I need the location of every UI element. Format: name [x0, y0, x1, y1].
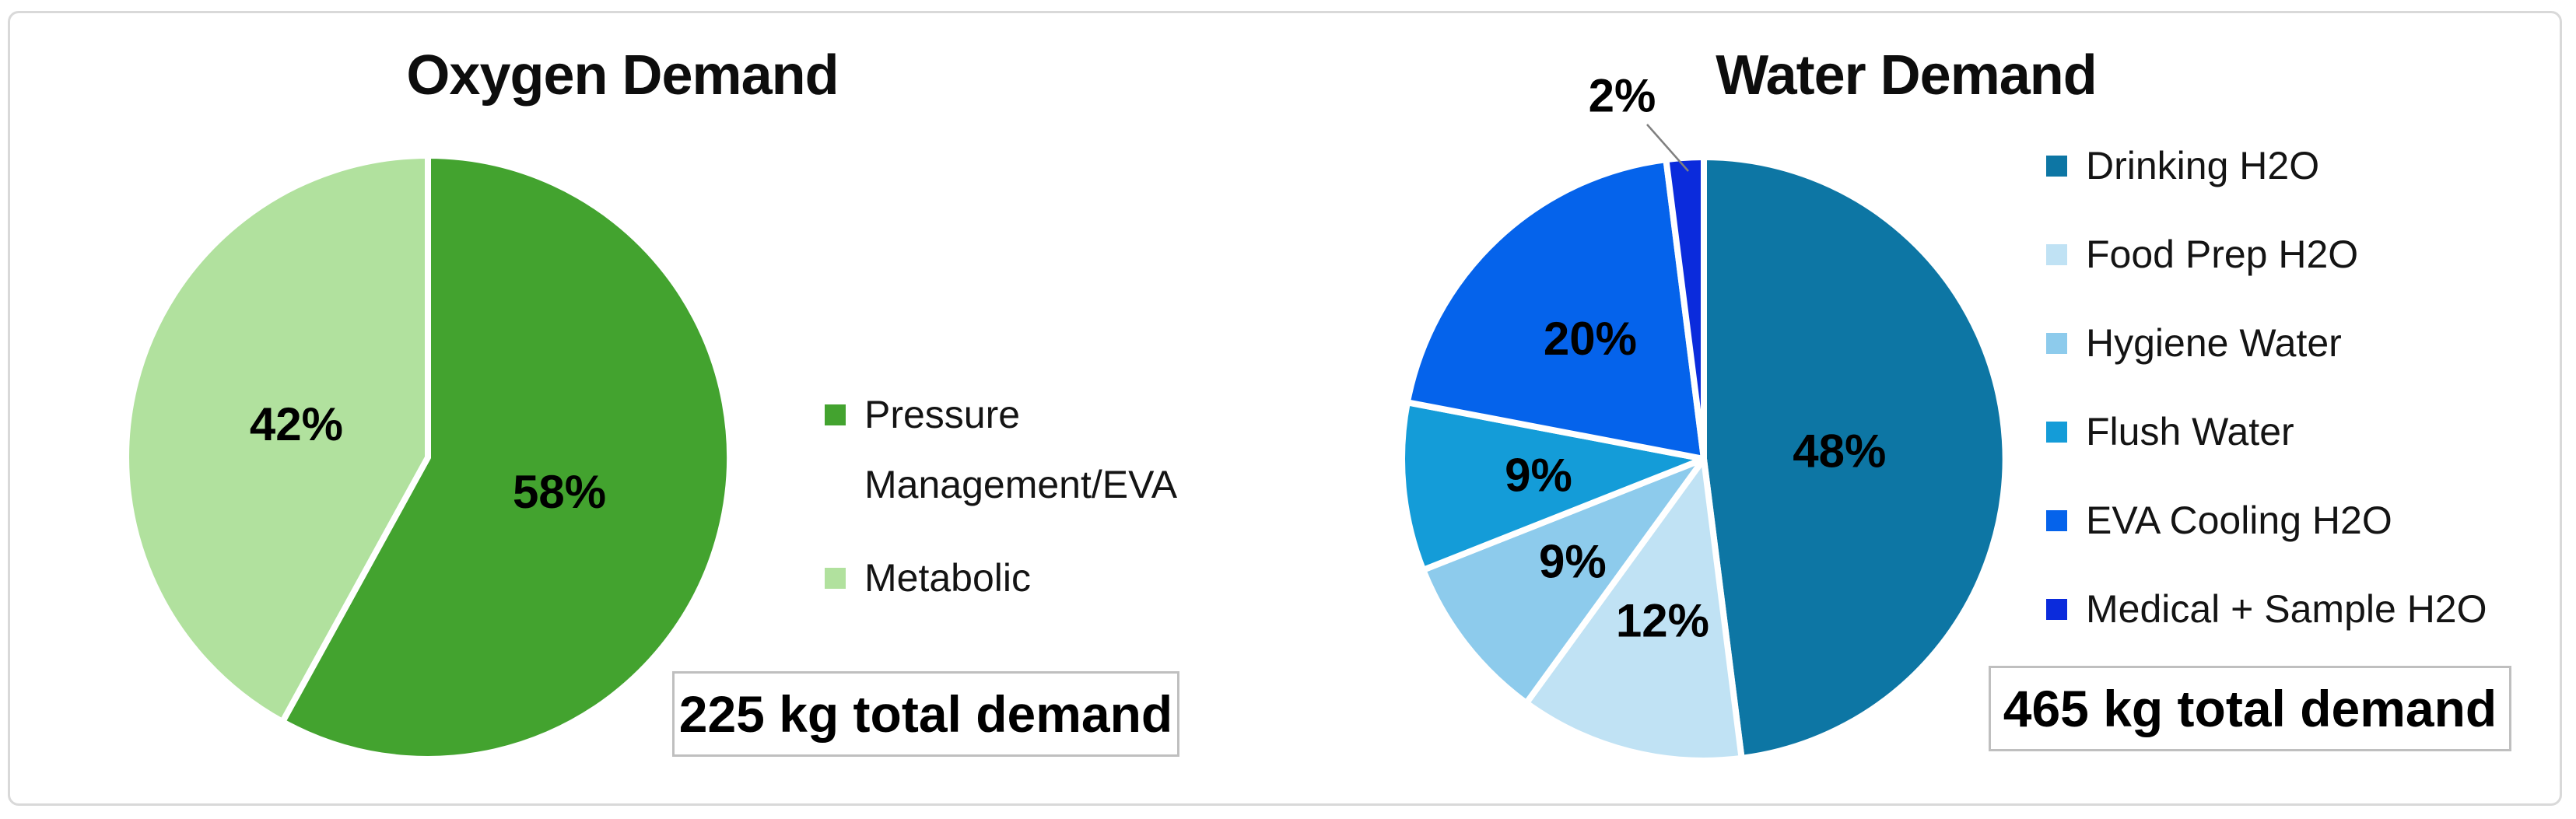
- water-chart-title: Water Demand: [1716, 44, 2097, 107]
- water-demand-pie: 48%12%9%9%20%2%: [1399, 70, 2009, 764]
- slice-label-flush-water: 9%: [1505, 450, 1572, 502]
- oxygen-demand-pie: 58% 42%: [123, 152, 733, 762]
- legend-swatch-flush-water: [2046, 422, 2067, 443]
- legend-item-pressure-management-eva: Pressure Management/EVA: [825, 380, 1198, 520]
- legend-label: Hygiene Water: [2086, 321, 2342, 365]
- pie-slice-flush-water: [1399, 399, 1707, 573]
- pie-slice-pressure-management-eva: [279, 152, 733, 762]
- pie-slice-food-prep-h2o: [1523, 456, 1745, 764]
- legend-item-food-prep-h2o: Food Prep H2O: [2046, 219, 2560, 289]
- legend-item-medical-sample-h2o: Medical + Sample H2O: [2046, 574, 2560, 644]
- legend-item-eva-cooling-h2o: EVA Cooling H2O: [2046, 485, 2560, 555]
- pie-slice-hygiene-water: [1420, 456, 1707, 706]
- oxygen-total-demand-label: 225 kg total demand: [678, 685, 1173, 743]
- legend-item-metabolic: Metabolic: [825, 543, 1198, 613]
- pie-slice-drinking-h2o: [1701, 154, 2009, 761]
- pie-slice-metabolic: [123, 152, 431, 725]
- legend-swatch-medical-sample-h2o: [2046, 599, 2067, 620]
- legend-label: Metabolic: [864, 556, 1031, 600]
- legend-swatch-hygiene-water: [2046, 333, 2067, 354]
- legend-swatch-food-prep-h2o: [2046, 244, 2067, 265]
- slice-label-medical-sample-h2o: 2%: [1589, 70, 1656, 122]
- slice-label-eva-cooling-h2o: 20%: [1544, 313, 1637, 365]
- oxygen-legend: Pressure Management/EVA Metabolic: [825, 380, 1198, 613]
- legend-swatch-metabolic: [825, 568, 846, 589]
- water-total-demand-box: 465 kg total demand: [1989, 666, 2511, 751]
- legend-swatch-eva-cooling-h2o: [2046, 510, 2067, 531]
- oxygen-chart-title: Oxygen Demand: [406, 44, 839, 107]
- legend-label: Medical + Sample H2O: [2086, 587, 2487, 631]
- legend-swatch-pressure-management-eva: [825, 404, 846, 425]
- slice-label-drinking-h2o: 48%: [1793, 425, 1886, 478]
- slice-label-pressure-management-eva: 58%: [513, 466, 606, 518]
- legend-label: Food Prep H2O: [2086, 233, 2359, 276]
- slice-label-hygiene-water: 9%: [1539, 535, 1607, 587]
- pie-slice-eva-cooling-h2o: [1404, 156, 1707, 462]
- legend-label: Drinking H2O: [2086, 144, 2320, 187]
- legend-label: EVA Cooling H2O: [2086, 499, 2392, 542]
- water-total-demand-label: 465 kg total demand: [2003, 680, 2497, 737]
- oxygen-total-demand-box: 225 kg total demand: [672, 671, 1179, 757]
- slice-label-metabolic: 42%: [250, 398, 343, 450]
- legend-item-hygiene-water: Hygiene Water: [2046, 308, 2560, 378]
- legend-label: Flush Water: [2086, 410, 2294, 453]
- pie-slice-medical-sample-h2o: [1663, 154, 1707, 462]
- water-legend: Drinking H2O Food Prep H2O Hygiene Water Fl…: [2046, 131, 2560, 644]
- legend-item-drinking-h2o: Drinking H2O: [2046, 131, 2560, 201]
- legend-label: Pressure Management/EVA: [864, 393, 1178, 506]
- legend-item-flush-water: Flush Water: [2046, 397, 2560, 467]
- slice-label-food-prep-h2o: 12%: [1616, 594, 1709, 646]
- legend-swatch-drinking-h2o: [2046, 156, 2067, 177]
- leader-line-medical-sample-h2o: [1646, 124, 1689, 172]
